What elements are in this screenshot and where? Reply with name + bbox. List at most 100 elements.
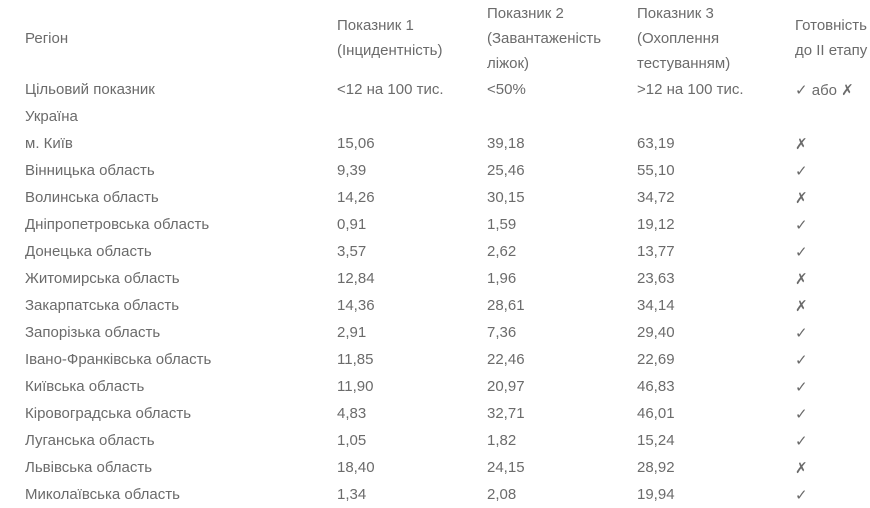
- indicator3-cell: >12 на 100 тис.: [637, 81, 744, 98]
- indicator3-cell: 46,01: [637, 405, 675, 422]
- indicator3-cell: 29,40: [637, 324, 675, 341]
- region-cell: Дніпропетровська область: [25, 216, 210, 233]
- column-header-indicator3: Показник 3 (Охоплення тестуванням): [637, 4, 731, 72]
- indicator3-cell: 13,77: [637, 243, 675, 260]
- indicator2-cell: 1,82: [487, 432, 517, 449]
- readiness-cell: ✗: [795, 459, 808, 477]
- region-cell: Івано-Франківська область: [25, 351, 212, 368]
- indicator2-cell: 22,46: [487, 351, 525, 368]
- region-cell: Україна: [25, 108, 78, 125]
- header-row: Регіон Показник 1 (Інцидентність) Показн…: [0, 0, 870, 76]
- table-row: м. Київ 15,06 39,18 63,19 ✗: [0, 130, 870, 157]
- table-row: Закарпатська область 14,36 28,61 34,14 ✗: [0, 292, 870, 319]
- indicator3-cell: 46,83: [637, 378, 675, 395]
- indicator2-cell: 1,59: [487, 216, 517, 233]
- indicator3-cell: [637, 103, 795, 130]
- region-cell: Запорізька область: [25, 324, 161, 341]
- indicator2-cell: 1,96: [487, 270, 517, 287]
- indicator3-cell: 63,19: [637, 135, 675, 152]
- indicator2-cell: 2,08: [487, 486, 517, 503]
- table-row: Донецька область 3,57 2,62 13,77 ✓: [0, 238, 870, 265]
- indicator2-cell: 2,62: [487, 243, 517, 260]
- column-header-region: Регіон: [0, 0, 337, 76]
- region-cell: Цільовий показник: [25, 81, 155, 98]
- table-header: Регіон Показник 1 (Інцидентність) Показн…: [0, 0, 870, 76]
- indicator2-cell: 25,46: [487, 162, 525, 179]
- region-cell: Львівська область: [25, 459, 153, 476]
- table-row: Миколаївська область 1,34 2,08 19,94 ✓: [0, 481, 870, 508]
- indicator3-cell: 19,12: [637, 216, 675, 233]
- indicator3-cell: 19,94: [637, 486, 675, 503]
- indicator1-cell: 12,84: [337, 270, 375, 287]
- indicator1-cell: 11,90: [337, 378, 374, 395]
- table-row: Івано-Франківська область 11,85 22,46 22…: [0, 346, 870, 373]
- readiness-cell: ✓: [795, 351, 808, 369]
- readiness-cell: ✗: [795, 135, 808, 153]
- readiness-cell: ✗: [795, 270, 808, 288]
- indicator2-cell: 30,15: [487, 189, 525, 206]
- indicator3-cell: 34,72: [637, 189, 675, 206]
- indicator3-cell: 34,14: [637, 297, 675, 314]
- indicator1-cell: 2,91: [337, 324, 367, 341]
- column-header-readiness: Готовність до II етапу: [795, 17, 868, 59]
- region-cell: Київська область: [25, 378, 145, 395]
- indicator1-cell: 11,85: [337, 351, 374, 368]
- header-region-label: Регіон: [25, 29, 69, 47]
- readiness-cell: ✓: [795, 243, 808, 261]
- table-row: Київська область 11,90 20,97 46,83 ✓: [0, 373, 870, 400]
- column-header-indicator2: Показник 2 (Завантаженість ліжок): [487, 4, 602, 72]
- readiness-cell: ✓ або ✗: [795, 81, 854, 99]
- table-body: Цільовий показник <12 на 100 тис. <50% >…: [0, 76, 870, 508]
- indicator1-cell: 9,39: [337, 162, 367, 179]
- readiness-cell: ✗: [795, 297, 808, 315]
- indicator3-cell: 28,92: [637, 459, 675, 476]
- column-header-indicator1: Показник 1 (Інцидентність): [337, 17, 443, 59]
- indicator2-cell: 39,18: [487, 135, 525, 152]
- region-cell: Житомирська область: [25, 270, 180, 287]
- readiness-cell: ✓: [795, 216, 808, 234]
- indicator1-cell: 4,83: [337, 405, 367, 422]
- indicator1-cell: 14,36: [337, 297, 375, 314]
- indicator3-cell: 23,63: [637, 270, 675, 287]
- region-cell: Миколаївська область: [25, 486, 180, 503]
- indicator3-cell: 22,69: [637, 351, 675, 368]
- indicator1-cell: 1,34: [337, 486, 367, 503]
- table-row: Дніпропетровська область 0,91 1,59 19,12…: [0, 211, 870, 238]
- region-cell: Вінницька область: [25, 162, 155, 179]
- readiness-cell: [795, 103, 870, 130]
- indicator1-cell: 1,05: [337, 432, 367, 449]
- region-cell: Волинська область: [25, 189, 159, 206]
- region-cell: Закарпатська область: [25, 297, 180, 314]
- table-row: Львівська область 18,40 24,15 28,92 ✗: [0, 454, 870, 481]
- indicator2-cell: 24,15: [487, 459, 525, 476]
- indicator1-cell: 3,57: [337, 243, 367, 260]
- indicator3-cell: 55,10: [637, 162, 675, 179]
- indicator1-cell: 14,26: [337, 189, 375, 206]
- country-row: Україна: [0, 103, 870, 130]
- indicator2-cell: 32,71: [487, 405, 525, 422]
- region-cell: м. Київ: [25, 135, 73, 152]
- indicator1-cell: 15,06: [337, 135, 375, 152]
- target-values-row: Цільовий показник <12 на 100 тис. <50% >…: [0, 76, 870, 103]
- table-row: Житомирська область 12,84 1,96 23,63 ✗: [0, 265, 870, 292]
- indicator2-cell: 20,97: [487, 378, 525, 395]
- readiness-cell: ✓: [795, 378, 808, 396]
- indicator1-cell: 18,40: [337, 459, 375, 476]
- region-cell: Луганська область: [25, 432, 155, 449]
- region-cell: Кіровоградська область: [25, 405, 192, 422]
- table-row: Волинська область 14,26 30,15 34,72 ✗: [0, 184, 870, 211]
- readiness-cell: ✗: [795, 189, 808, 207]
- indicator1-cell: 0,91: [337, 216, 367, 233]
- readiness-cell: ✓: [795, 405, 808, 423]
- indicator2-cell: <50%: [487, 81, 526, 98]
- table-row: Вінницька область 9,39 25,46 55,10 ✓: [0, 157, 870, 184]
- readiness-cell: ✓: [795, 162, 808, 180]
- indicator2-cell: 28,61: [487, 297, 525, 314]
- table-row: Кіровоградська область 4,83 32,71 46,01 …: [0, 400, 870, 427]
- indicator1-cell: <12 на 100 тис.: [337, 81, 444, 98]
- table-row: Запорізька область 2,91 7,36 29,40 ✓: [0, 319, 870, 346]
- readiness-cell: ✓: [795, 432, 808, 450]
- readiness-cell: ✓: [795, 486, 808, 504]
- table-row: Луганська область 1,05 1,82 15,24 ✓: [0, 427, 870, 454]
